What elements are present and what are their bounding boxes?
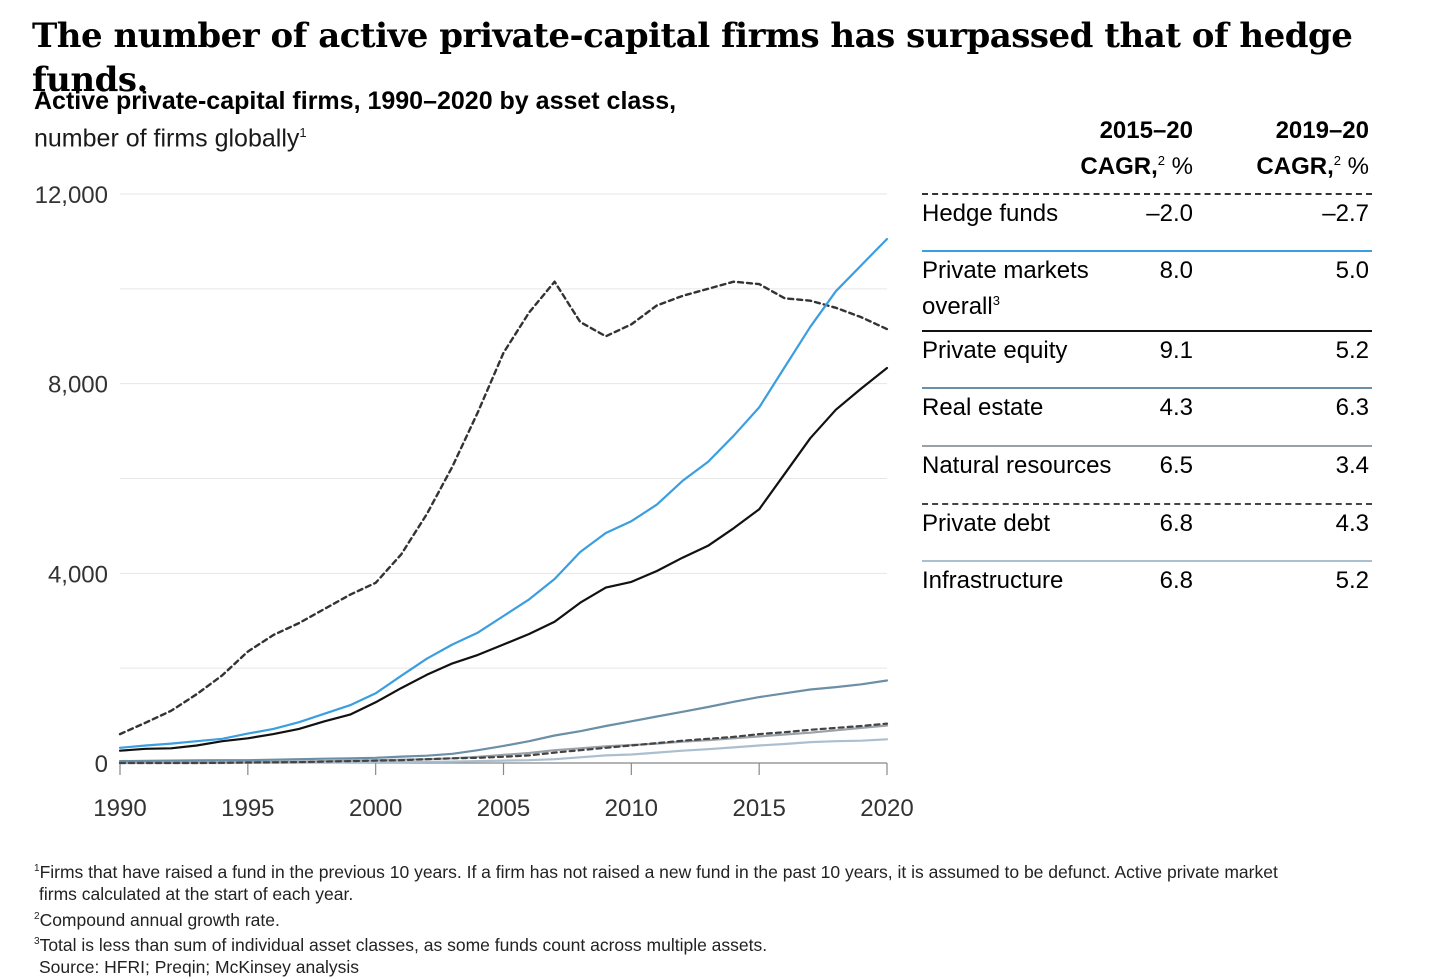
series-lines (118, 237, 889, 765)
row-value-2015-20: –2.0 (1146, 200, 1193, 227)
footnote-marker: 1 (34, 863, 40, 874)
footnote-marker: 3 (992, 293, 1000, 308)
footnote-marker: 1 (299, 125, 307, 140)
row-label: Natural resources (922, 452, 1112, 479)
col-header-period: 2015–20 (1099, 117, 1193, 144)
row-value-2019-20: 6.3 (1335, 394, 1369, 421)
footnote-1-continued: firms calculated at the start of each ye… (39, 884, 354, 905)
x-tick-label: 2015 (732, 795, 785, 822)
row-value-2019-20: –2.7 (1322, 200, 1369, 227)
col-header-metric: CAGR, (1080, 153, 1158, 180)
x-tick-label: 2000 (349, 795, 402, 822)
headline: The number of active private-capital fir… (32, 16, 1353, 100)
x-tick-label: 2005 (477, 795, 530, 822)
gridlines (120, 193, 887, 764)
footnote-text: Total is less than sum of individual ass… (39, 934, 768, 955)
chart-subtitle-text: number of firms globally (34, 124, 300, 153)
row-value-2015-20: 8.0 (1159, 257, 1193, 284)
col-header-2019-20: 2019–20 CAGR,2 % (1169, 116, 1369, 182)
col-header-2015-20: 2015–20 CAGR,2 % (993, 116, 1193, 182)
row-label: Private debt (922, 510, 1051, 537)
footnote-text: Compound annual growth rate. (39, 909, 280, 930)
row-label: Private equity (922, 337, 1068, 364)
footnote-text: Firms that have raised a fund in the pre… (39, 861, 1278, 882)
series-line-private-debt (118, 722, 889, 765)
x-tick-label: 1995 (221, 795, 274, 822)
footnotes: 1Firms that have raised a fund in the pr… (34, 858, 1424, 979)
source-note: Source: HFRI; Preqin; McKinsey analysis (39, 957, 359, 978)
series-line-private-markets-overall (118, 237, 889, 749)
row-label: Hedge funds (922, 200, 1059, 227)
row-rule (922, 250, 1372, 252)
y-tick-label: 4,000 (48, 561, 108, 588)
chart-title: Active private-capital firms, 1990–2020 … (34, 87, 677, 115)
chart-subtitle: number of firms globally1 (34, 118, 307, 153)
row-rule (922, 503, 1372, 505)
row-value-2015-20: 4.3 (1159, 394, 1193, 421)
footnote-marker: 2 (1333, 153, 1341, 168)
row-rule (922, 330, 1372, 332)
series-line-private-equity (118, 366, 889, 752)
col-header-metric: CAGR, (1256, 153, 1334, 180)
col-header-unit: % (1164, 153, 1193, 180)
x-tick-label: 2010 (605, 795, 658, 822)
axis-tick-labels: 0 4,000 8,000 12,000 1990 1995 2000 2005 2010 201… (35, 182, 914, 822)
series-line-real-estate (118, 679, 889, 763)
row-value-2015-20: 6.5 (1159, 452, 1193, 479)
y-tick-label: 12,000 (35, 182, 108, 209)
row-label-line2: overall (922, 293, 993, 320)
row-label-line1: Private markets (922, 257, 1089, 284)
footnote-marker: 3 (34, 936, 40, 948)
row-value-2015-20: 6.8 (1159, 567, 1193, 594)
row-value-2015-20: 9.1 (1159, 337, 1193, 364)
series-line-hedge-funds (118, 280, 889, 736)
footnote-2: 2Compound annual growth rate. (34, 906, 1424, 931)
row-value-2015-20: 6.8 (1159, 510, 1193, 537)
row-label: Real estate (922, 394, 1044, 421)
line-chart: 0 4,000 8,000 12,000 1990 1995 2000 2005 2010 201… (35, 182, 914, 822)
row-label: Infrastructure (922, 567, 1064, 594)
footnote-marker: 2 (34, 910, 40, 922)
col-header-unit: % (1340, 153, 1369, 180)
row-rule (922, 193, 1372, 195)
row-rule (922, 387, 1372, 389)
row-value-2019-20: 5.2 (1335, 567, 1369, 594)
col-header-period: 2019–20 (1275, 117, 1369, 144)
footnote-3: 3Total is less than sum of individual as… (34, 931, 1424, 956)
row-value-2019-20: 5.0 (1335, 257, 1369, 284)
row-value-2019-20: 4.3 (1335, 510, 1369, 537)
row-rule (922, 445, 1372, 447)
y-tick-label: 0 (95, 751, 108, 778)
footnote-marker: 2 (1157, 153, 1165, 168)
x-tick-label: 1990 (93, 795, 146, 822)
row-value-2019-20: 5.2 (1335, 337, 1369, 364)
row-label: Private markets overall3 (922, 256, 1122, 322)
y-tick-label: 8,000 (48, 372, 108, 399)
footnote-1: 1Firms that have raised a fund in the pr… (34, 858, 1424, 883)
row-rule (922, 560, 1372, 562)
x-tick-label: 2020 (860, 795, 913, 822)
row-value-2019-20: 3.4 (1335, 452, 1369, 479)
